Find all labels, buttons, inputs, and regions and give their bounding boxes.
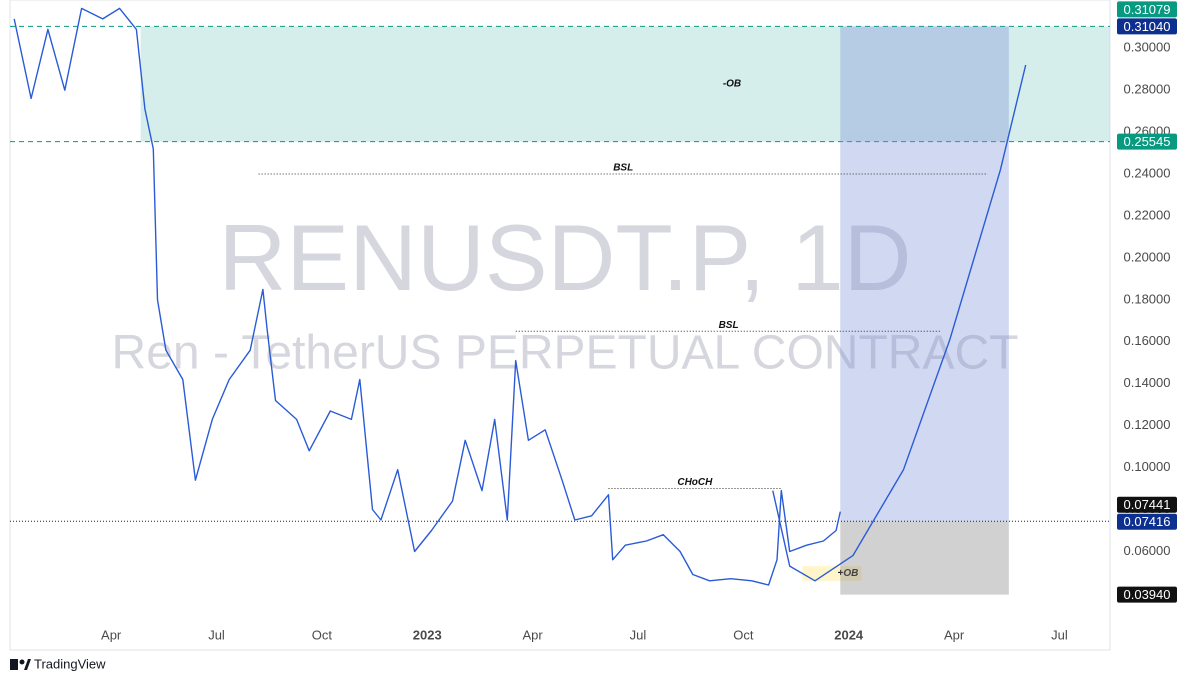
price-line — [13, 7, 841, 586]
level-label: BSL — [719, 320, 739, 331]
x-tick-label: Apr — [944, 627, 965, 642]
y-tick-label: 0.18000 — [1124, 291, 1171, 306]
stop-zone — [840, 521, 1009, 595]
price-label-bg — [1117, 513, 1177, 530]
x-tick-label: Jul — [1051, 627, 1068, 642]
price-label-bg — [1117, 133, 1177, 150]
x-tick-label: Apr — [522, 627, 543, 642]
y-tick-label: 0.16000 — [1124, 333, 1171, 348]
tradingview-logo — [10, 659, 31, 670]
watermark-subtitle: Ren - TetherUS PERPETUAL CONTRACT — [112, 327, 1019, 380]
y-tick-label: 0.12000 — [1124, 417, 1171, 432]
target-zone — [840, 26, 1009, 522]
y-tick-label: 0.28000 — [1124, 82, 1171, 97]
y-tick-label: 0.22000 — [1124, 207, 1171, 222]
price-label: 0.25545 — [1124, 134, 1171, 149]
price-label-bg — [1117, 18, 1177, 35]
footer: TradingView — [34, 656, 106, 671]
y-tick-label: 0.06000 — [1124, 543, 1171, 558]
level-label: CHoCH — [677, 477, 713, 488]
price-label: 0.31040 — [1124, 19, 1171, 34]
x-tick-label: Jul — [630, 627, 647, 642]
y-tick-label: 0.10000 — [1124, 459, 1171, 474]
price-label-bg — [1117, 586, 1177, 603]
x-tick-label: 2023 — [413, 627, 442, 642]
x-tick-label: Oct — [312, 627, 333, 642]
zone-label: +OB — [837, 568, 858, 579]
y-tick-label: 0.14000 — [1124, 375, 1171, 390]
y-tick-label: 0.20000 — [1124, 249, 1171, 264]
order-block-zone — [140, 26, 1110, 142]
watermark-title: RENUSDT.P, 1D — [218, 205, 911, 310]
x-tick-label: 2024 — [834, 627, 864, 642]
price-label-bg — [1117, 1, 1177, 18]
price-label: 0.07441 — [1124, 497, 1171, 512]
projection-curve — [772, 64, 1027, 582]
zone-label: -OB — [723, 79, 741, 90]
y-tick-label: 0.24000 — [1124, 165, 1171, 180]
price-label: 0.31079 — [1124, 2, 1171, 17]
x-tick-label: Jul — [208, 627, 225, 642]
y-tick-label: 0.30000 — [1124, 40, 1171, 55]
order-block-zone — [802, 566, 862, 581]
level-label: BSL — [613, 163, 633, 174]
x-tick-label: Oct — [733, 627, 754, 642]
price-label-bg — [1117, 496, 1177, 513]
price-label: 0.03940 — [1124, 587, 1171, 602]
x-tick-label: Apr — [101, 627, 122, 642]
price-label: 0.07416 — [1124, 514, 1171, 529]
